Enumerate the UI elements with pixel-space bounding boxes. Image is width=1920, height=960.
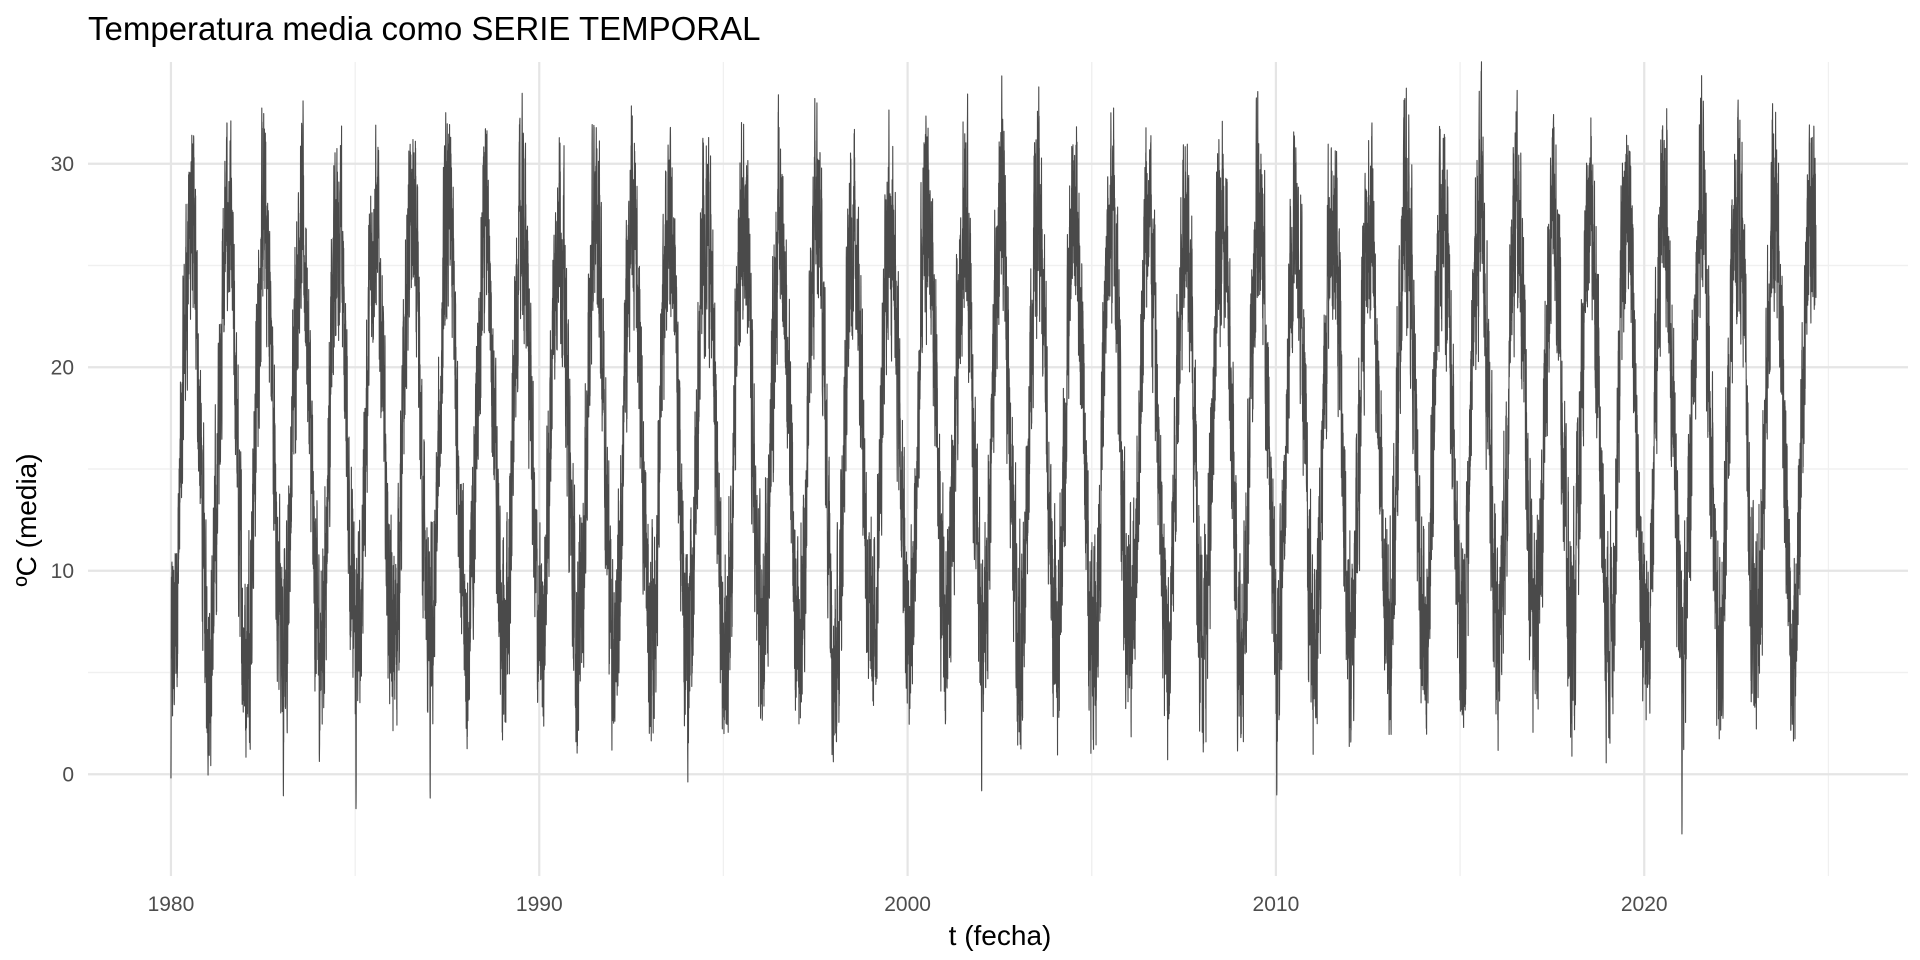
x-axis-title: t (fecha) [949, 920, 1052, 951]
x-tick-label: 2020 [1621, 893, 1668, 916]
x-tick-label: 1980 [148, 893, 195, 916]
temperature-series-line [170, 61, 1817, 835]
y-tick-label: 20 [51, 356, 74, 379]
x-tick-label: 2000 [884, 893, 931, 916]
x-tick-label: 2010 [1253, 893, 1300, 916]
chart-title: Temperatura media como SERIE TEMPORAL [88, 10, 760, 47]
y-tick-label: 10 [51, 560, 74, 583]
series-layer [170, 61, 1817, 835]
grid-layer [88, 62, 1908, 876]
y-tick-label: 30 [51, 153, 74, 176]
y-axis-title: ºC (media) [11, 453, 42, 586]
x-tick-label: 1990 [516, 893, 563, 916]
tick-layer: 1980 1990 2000 2010 2020 0 10 20 30 [51, 153, 1668, 916]
y-tick-label: 0 [62, 763, 74, 786]
